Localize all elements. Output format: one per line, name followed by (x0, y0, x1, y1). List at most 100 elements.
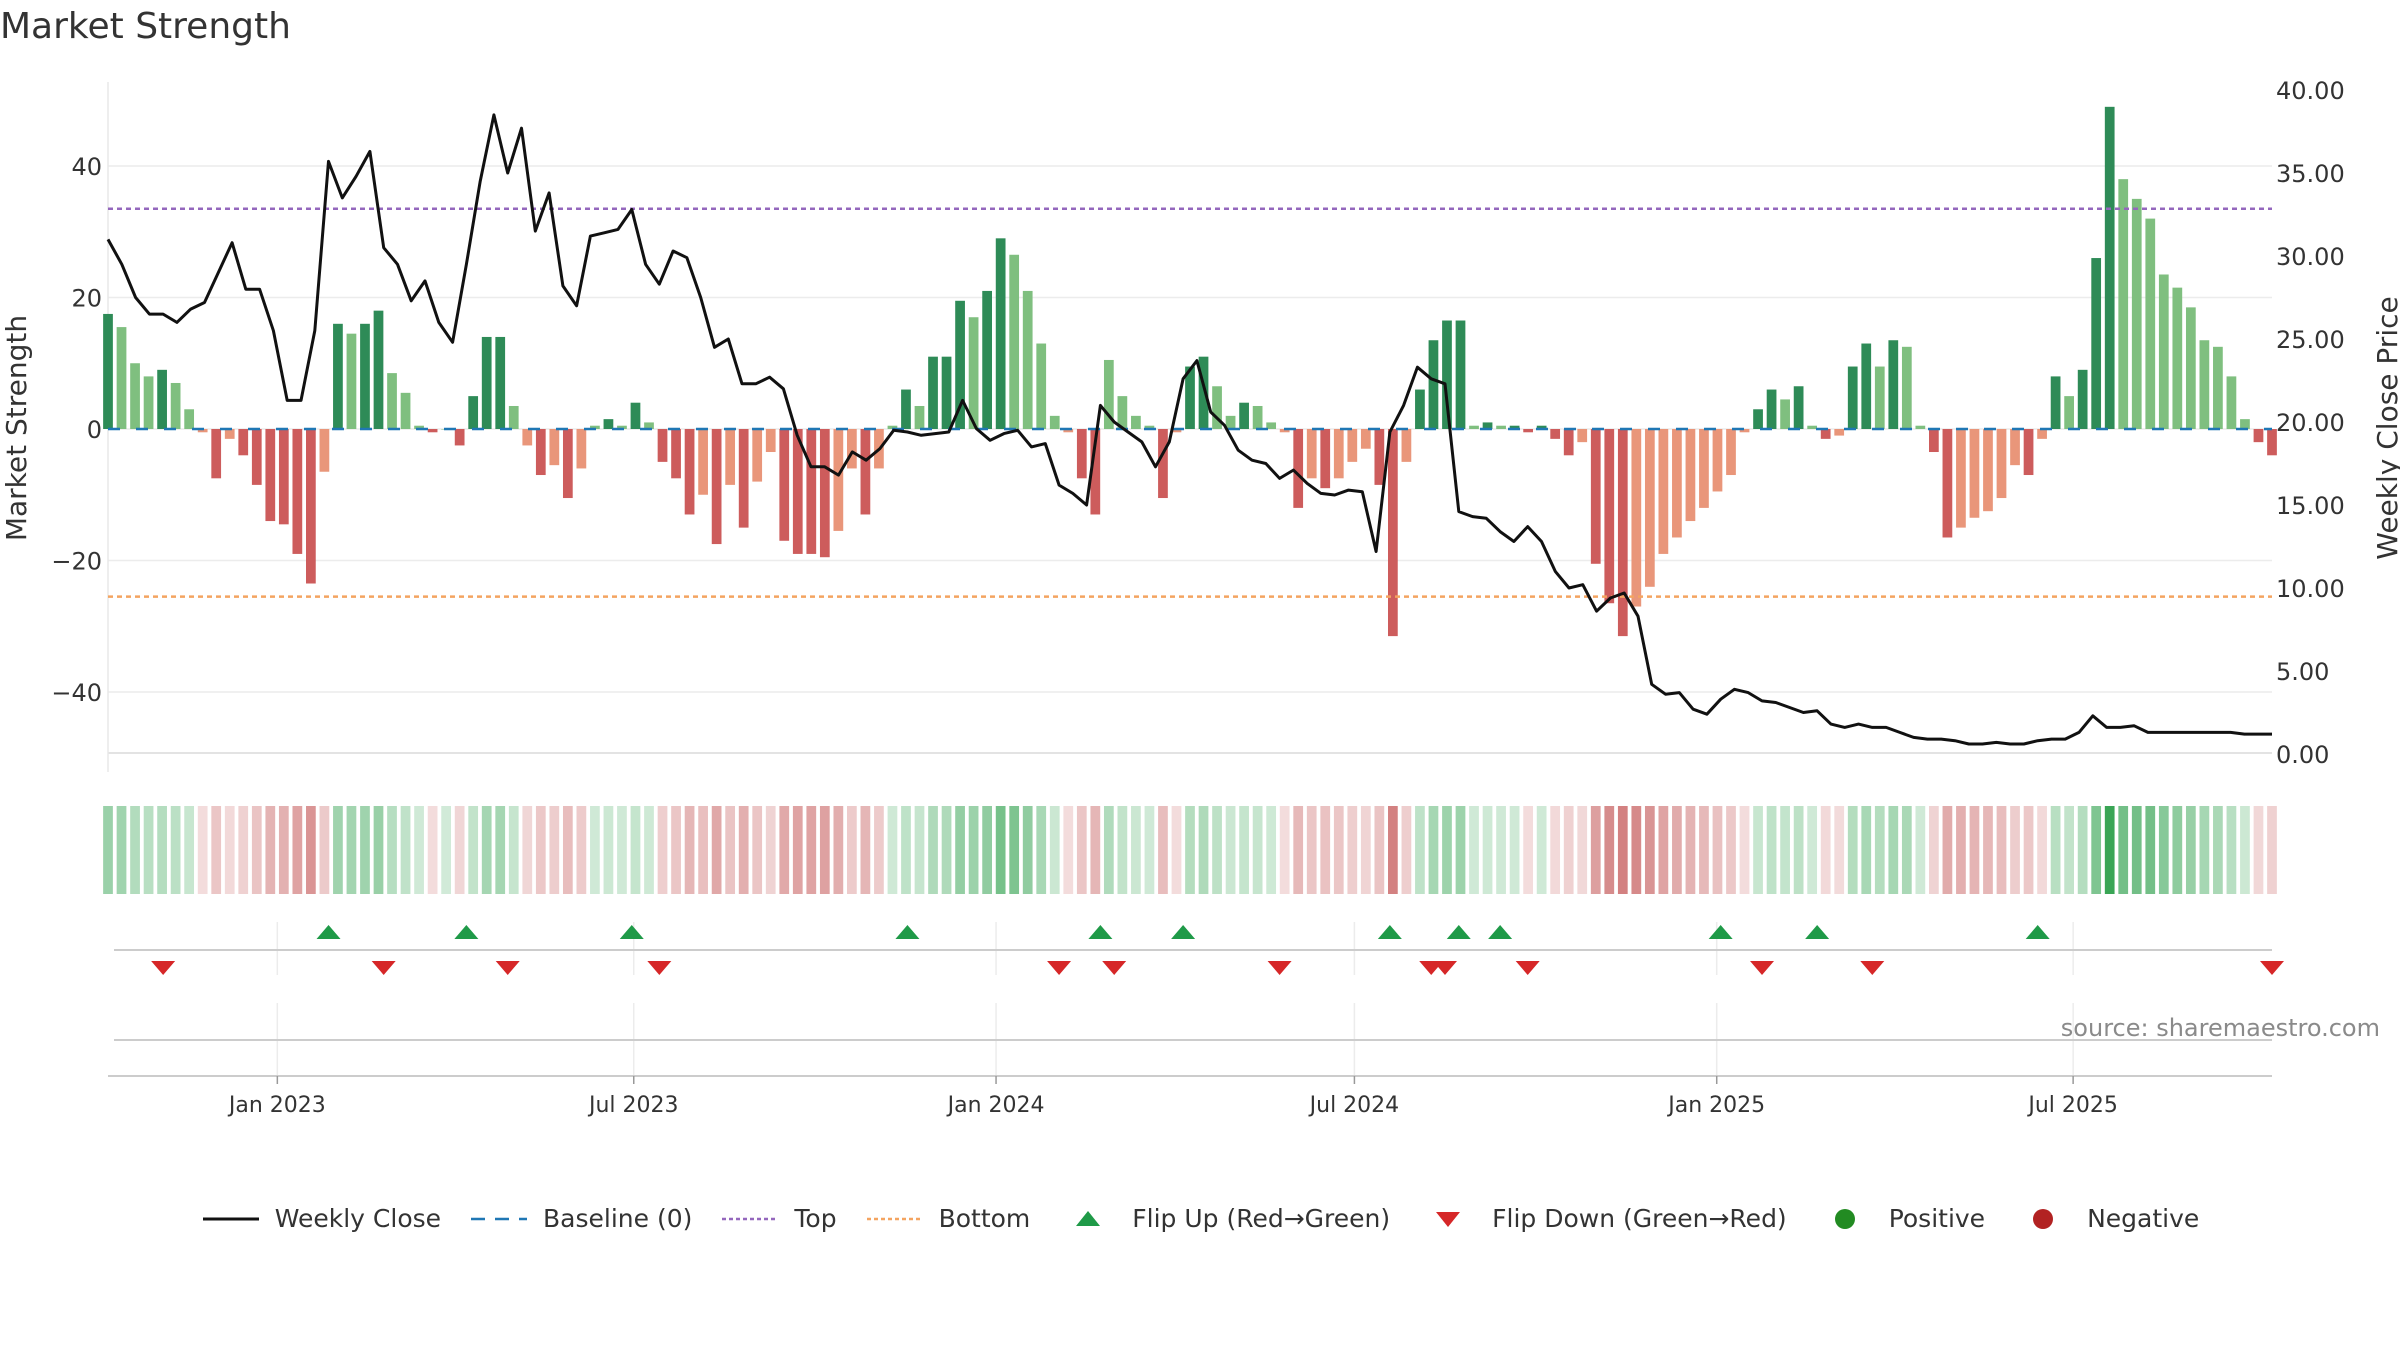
heat-cell (725, 806, 736, 894)
strength-bar (1131, 415, 1141, 429)
flip-down-marker (1267, 961, 1292, 975)
legend-item-down[interactable]: Flip Down (Green→Red) (1418, 1204, 1787, 1233)
strength-bar (1279, 429, 1290, 433)
heat-cell (319, 806, 330, 894)
strength-bar (1415, 389, 1425, 429)
heat-cell (454, 806, 465, 894)
heat-cell (2091, 806, 2102, 894)
y2-axis-label: Weekly Close Price (2371, 296, 2400, 559)
strength-bar (1198, 356, 1209, 429)
heat-cell (982, 806, 992, 894)
heat-cell (400, 806, 411, 894)
strength-bar (116, 327, 127, 429)
heat-cell (360, 806, 370, 894)
heat-cell (792, 806, 803, 894)
legend-swatch-line (202, 1217, 259, 1220)
strength-bar (2185, 307, 2196, 429)
strength-bar (914, 405, 925, 429)
strength-bar (630, 402, 641, 429)
heat-cell (1577, 806, 1588, 894)
strength-bar (928, 356, 938, 429)
heat-cell (2172, 806, 2183, 894)
heat-cell (644, 806, 654, 894)
strength-bar (2050, 376, 2061, 429)
strength-bar (1739, 429, 1750, 433)
strength-bar (373, 310, 384, 429)
strength-bar (522, 429, 533, 446)
strength-bar (819, 429, 830, 558)
strength-bar (427, 429, 438, 433)
strength-bar (143, 376, 154, 429)
heat-cell (617, 806, 627, 894)
strength-bar (2023, 429, 2034, 476)
heat-cell (1198, 806, 1209, 894)
heat-cell (806, 806, 817, 894)
strength-bars (103, 106, 2277, 637)
heat-cell (1076, 806, 1087, 894)
legend-label: Flip Down (Green→Red) (1492, 1204, 1787, 1233)
strength-bar (2158, 274, 2169, 429)
heat-cell (1523, 806, 1533, 894)
heat-cell (1644, 806, 1655, 894)
heat-cell (914, 806, 925, 894)
legend-item-up[interactable]: Flip Up (Red→Green) (1058, 1204, 1390, 1233)
heat-cell (2213, 806, 2223, 894)
heat-cell (373, 806, 384, 894)
y2-tick-label: 20.00 (2276, 409, 2345, 437)
strength-heat-strip (103, 806, 2277, 894)
strength-bar (901, 389, 911, 429)
flip-up-marker (1488, 925, 1513, 939)
legend-item-bottom[interactable]: Bottom (865, 1204, 1031, 1233)
strength-bar (1063, 429, 1074, 433)
strength-bar (657, 429, 668, 462)
legend-label: Bottom (938, 1204, 1031, 1233)
strength-bar (1347, 429, 1358, 462)
legend-swatch-neg (2033, 1208, 2054, 1229)
strength-bar (603, 419, 614, 429)
heat-cell (1049, 806, 1060, 894)
legend-item-top[interactable]: Top (720, 1204, 837, 1233)
strength-bar (1969, 429, 1980, 518)
heat-cell (1956, 806, 1966, 894)
strength-bar (1158, 429, 1168, 499)
strength-bar (535, 429, 546, 476)
strength-bar (1293, 429, 1304, 508)
flip-up-marker (1088, 925, 1113, 939)
heat-cell (2077, 806, 2088, 894)
heat-cell (2064, 806, 2074, 894)
strength-bar (387, 373, 397, 429)
strength-bar (1942, 429, 1953, 538)
heat-cell (2037, 806, 2047, 894)
strength-bar (1550, 429, 1561, 439)
heat-cell (1455, 806, 1466, 894)
strength-bar (738, 429, 749, 528)
strength-bar (1455, 320, 1466, 429)
heat-cell (1401, 806, 1412, 894)
strength-bar (481, 336, 492, 429)
strength-bar (982, 290, 992, 429)
heat-cell (1793, 806, 1804, 894)
heat-cell (143, 806, 154, 894)
strength-bar (1712, 429, 1723, 492)
heat-cell (1753, 806, 1763, 894)
heat-cell (1915, 806, 1926, 894)
heat-cell (1333, 806, 1344, 894)
heat-cell (1374, 806, 1385, 894)
legend-item-line[interactable]: Weekly Close (201, 1204, 441, 1233)
strength-bar (1442, 320, 1452, 429)
legend-item-neg[interactable]: Negative (2013, 1204, 2199, 1233)
strength-bar (847, 429, 857, 469)
strength-bar (1617, 429, 1628, 637)
legend-item-pos[interactable]: Positive (1815, 1204, 1985, 1233)
reference-lines (108, 207, 2272, 598)
legend-item-baseline[interactable]: Baseline (0) (469, 1204, 692, 1233)
strength-bar (1171, 429, 1182, 433)
heat-cell (1252, 806, 1263, 894)
flip-up-marker (1377, 925, 1402, 939)
heat-cell (333, 806, 343, 894)
heat-cell (1631, 806, 1642, 894)
strength-bar (238, 429, 249, 456)
legend-swatch-up (1076, 1210, 1101, 1226)
heat-cell (1942, 806, 1953, 894)
flip-up-marker (454, 925, 479, 939)
